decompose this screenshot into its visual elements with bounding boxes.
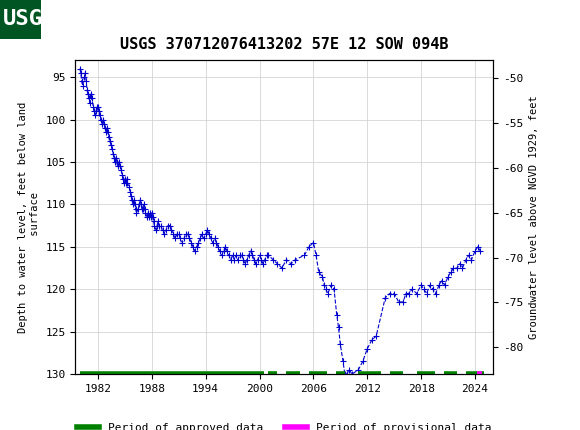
- Title: USGS 370712076413202 57E 12 SOW 094B: USGS 370712076413202 57E 12 SOW 094B: [120, 37, 448, 52]
- FancyBboxPatch shape: [0, 0, 41, 39]
- Y-axis label: Groundwater level above NGVD 1929, feet: Groundwater level above NGVD 1929, feet: [528, 95, 538, 339]
- Text: USGS: USGS: [3, 9, 56, 29]
- Legend: Period of approved data, Period of provisional data: Period of approved data, Period of provi…: [72, 419, 496, 430]
- Y-axis label: Depth to water level, feet below land
 surface: Depth to water level, feet below land su…: [19, 101, 40, 333]
